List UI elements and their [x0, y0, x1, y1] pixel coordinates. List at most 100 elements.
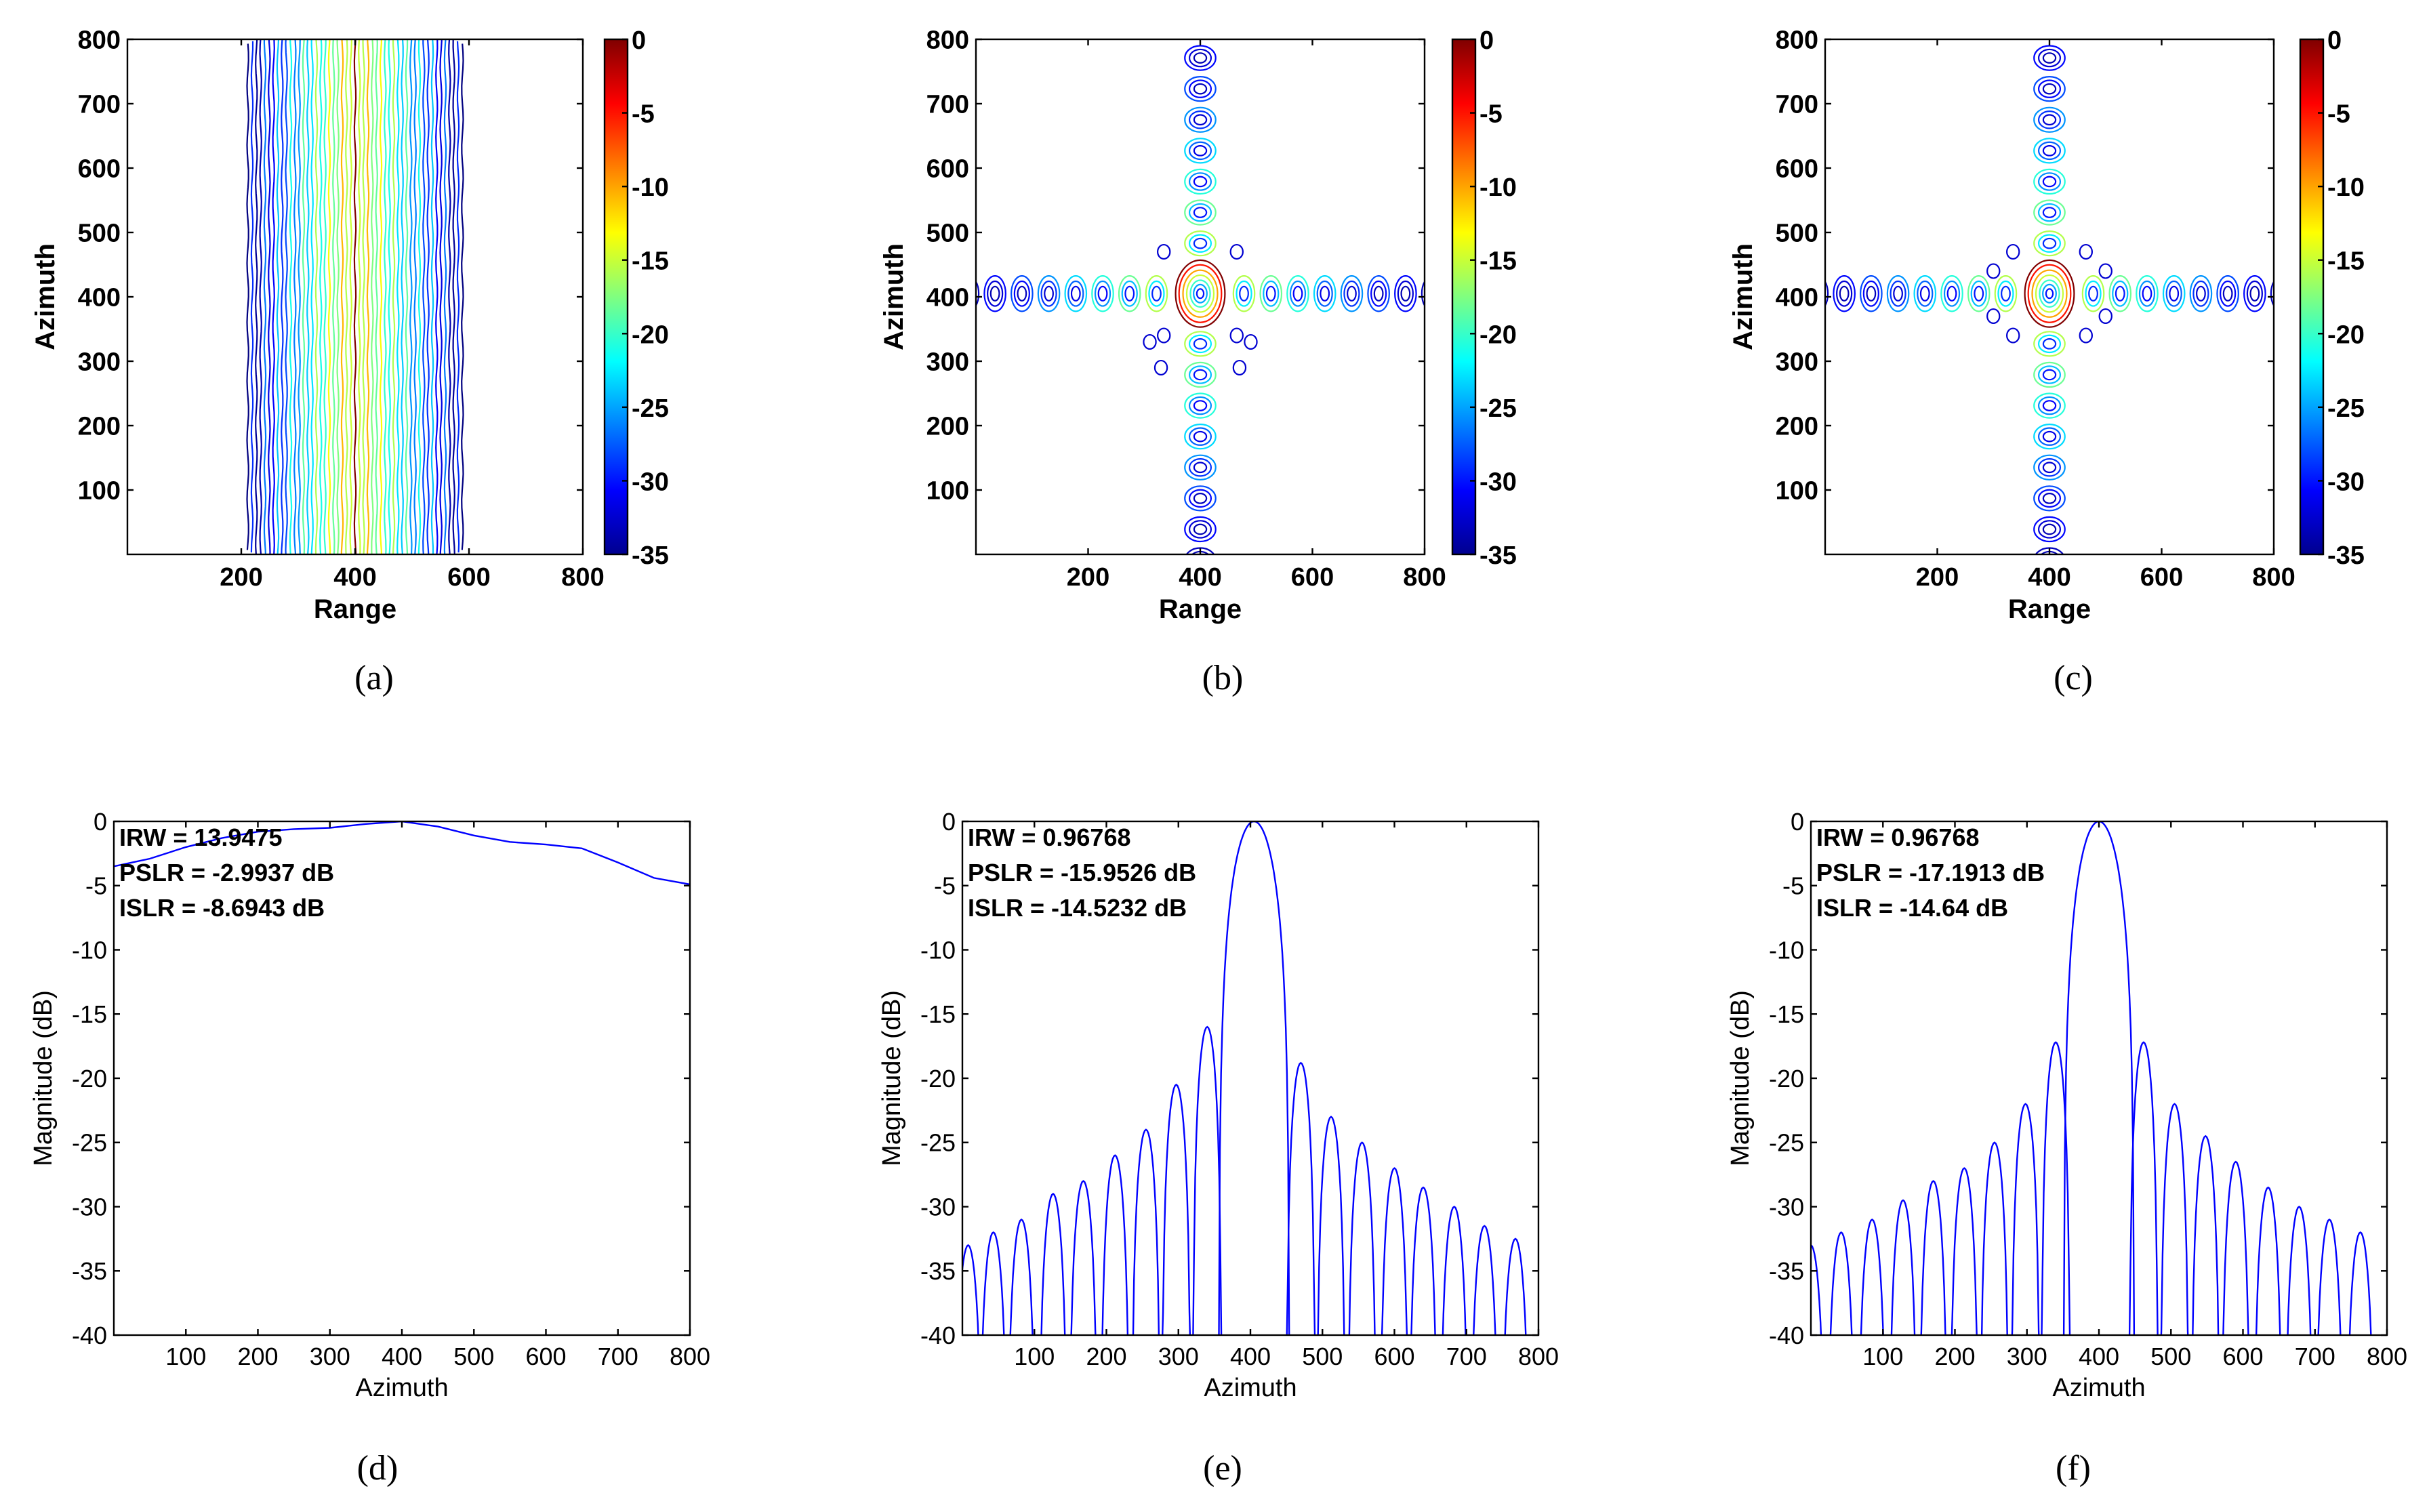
- lobe-contour: [2031, 269, 2068, 318]
- lobe-contour: [1189, 279, 1211, 308]
- lobe-contour: [2042, 338, 2057, 350]
- lobe-contour: [2273, 289, 2274, 298]
- y-tick-label: 300: [1776, 348, 1818, 377]
- lobe-contour: [2043, 22, 2056, 32]
- lobe-contour: [2027, 264, 2072, 323]
- x-tick-label: 400: [2028, 563, 2070, 592]
- y-tick-label: 800: [926, 26, 969, 55]
- sidelobe: [2041, 1041, 2071, 1335]
- lobe-contour: [2033, 199, 2066, 226]
- sidelobe: [2011, 1103, 2040, 1335]
- y-tick-label: -20: [1769, 1065, 1804, 1092]
- x-tick-label: 800: [670, 1343, 710, 1370]
- fringe-contour: [396, 39, 400, 554]
- x-tick-label: 600: [1291, 563, 1334, 592]
- colorbar-tick-label: -20: [1479, 321, 1517, 349]
- fringe-contour: [409, 39, 413, 554]
- fringe-contour: [268, 39, 271, 554]
- lobe-contour: [1833, 275, 1856, 312]
- y-tick-label: 800: [1776, 26, 1818, 55]
- lobe-contour: [1943, 280, 1961, 307]
- plot-area-e: [962, 821, 1527, 1335]
- lobe-contour: [1064, 275, 1088, 312]
- lobe-contour: [1886, 275, 1910, 312]
- lobe-contour: [2033, 454, 2066, 481]
- sidelobe: [1504, 1238, 1527, 1335]
- colorbar-tick-label: 0: [1479, 26, 1494, 55]
- lobe-contour: [1373, 285, 1384, 302]
- x-tick-label: 300: [1158, 1343, 1199, 1370]
- x-tick-label: 700: [2295, 1343, 2335, 1370]
- fringe-contour: [375, 39, 378, 554]
- lobe-contour: [987, 280, 1004, 307]
- lobe-contour: [1037, 275, 1061, 312]
- lobe-contour: [2085, 280, 2102, 307]
- colorbar-tick-label: -10: [2327, 173, 2365, 202]
- lobe-contour: [1193, 523, 1208, 535]
- y-tick-label: -30: [920, 1193, 956, 1221]
- sidelobe: [1009, 1218, 1034, 1335]
- y-tick-label: 200: [926, 413, 969, 441]
- y-tick-label: -25: [1769, 1129, 1804, 1157]
- fringe-contour: [461, 43, 464, 550]
- panel-caption: (a): [354, 659, 394, 697]
- x-tick-label: 200: [1067, 563, 1109, 592]
- lobe-contour: [1196, 288, 1205, 300]
- lobe-contour: [1188, 48, 1212, 68]
- y-tick-label: 100: [78, 477, 121, 506]
- lobe-contour: [2039, 279, 2060, 308]
- lobe-contour: [1178, 264, 1223, 323]
- lobe-contour: [1184, 230, 1217, 257]
- colorbar: [603, 38, 629, 556]
- axes-frame: [961, 820, 1540, 1336]
- fringe-contour: [413, 39, 417, 554]
- x-tick-label: 200: [1934, 1343, 1975, 1370]
- sidelobe: [1101, 1154, 1129, 1335]
- x-tick-label: 600: [1374, 1343, 1414, 1370]
- y-tick-label: 400: [78, 284, 121, 312]
- panel-caption: (d): [357, 1449, 399, 1488]
- y-tick-label: 800: [78, 26, 121, 55]
- plot-area-c: [1825, 22, 2274, 554]
- lobe-contour: [1184, 392, 1217, 419]
- lobe-contour: [2162, 275, 2186, 312]
- lobe-contour: [2042, 176, 2057, 188]
- diagonal-lobe-contour: [2006, 327, 2020, 344]
- colorbar-tick-label: -30: [2327, 468, 2365, 496]
- diagonal-lobe-contour: [2098, 308, 2112, 325]
- lobe-contour: [1193, 493, 1208, 504]
- x-tick-label: 100: [1862, 1343, 1903, 1370]
- fringe-contour: [319, 39, 323, 554]
- lobe-contour: [2042, 400, 2057, 411]
- lobe-contour: [1370, 280, 1387, 307]
- lobe-contour: [2033, 485, 2066, 512]
- x-tick-label: 400: [333, 563, 376, 592]
- lobe-contour: [2192, 280, 2209, 307]
- lobe-contour: [2033, 45, 2066, 71]
- y-tick-label: -40: [72, 1322, 107, 1349]
- lobe-contour: [1289, 280, 1307, 307]
- lobe-contour: [2033, 75, 2066, 102]
- y-tick-label: -5: [1782, 872, 1804, 900]
- y-tick-label: -5: [934, 872, 956, 900]
- y-tick-label: 400: [1776, 284, 1818, 312]
- diagonal-lobe-contour: [2079, 243, 2093, 260]
- panel-e: 100 200 300 400 500 600 700 800 0 -5 -10 -15 -20 -25 -…: [878, 808, 1559, 1488]
- lobe-contour: [1182, 269, 1219, 318]
- lobe-contour: [2033, 168, 2066, 195]
- lobe-contour: [1917, 280, 1934, 307]
- lobe-contour: [2222, 285, 2233, 302]
- y-tick-label: 100: [926, 477, 969, 506]
- lobe-contour: [2037, 172, 2062, 191]
- y-tick-label: 700: [1776, 91, 1818, 119]
- sidelobe: [1410, 1186, 1436, 1335]
- y-axis-label: Azimuth: [1728, 243, 1758, 350]
- lobe-contour: [1184, 331, 1217, 357]
- lobe-contour: [2243, 275, 2266, 312]
- lobe-contour: [1013, 280, 1030, 307]
- y-tick-label: 500: [926, 220, 969, 248]
- axes-frame: [975, 38, 1426, 556]
- lobe-contour: [1946, 285, 1957, 302]
- lobe-contour: [2037, 203, 2062, 222]
